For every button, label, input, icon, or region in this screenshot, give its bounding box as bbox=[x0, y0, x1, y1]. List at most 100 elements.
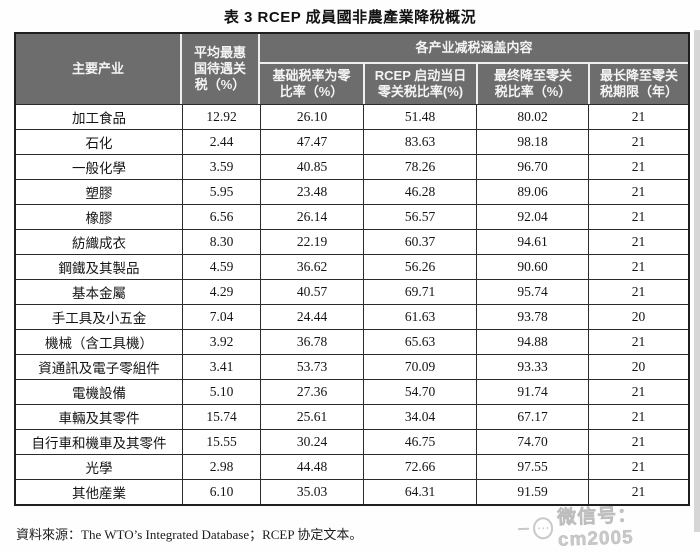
table-row: 機械（含工具機） 3.92 36.78 65.63 94.88 21 bbox=[16, 329, 689, 354]
value-cell: 15.55 bbox=[182, 429, 260, 454]
value-cell: 51.48 bbox=[363, 104, 476, 129]
value-cell: 2.44 bbox=[182, 129, 260, 154]
value-cell: 44.48 bbox=[260, 454, 363, 479]
value-cell: 56.57 bbox=[363, 204, 476, 229]
value-cell: 54.70 bbox=[363, 379, 476, 404]
value-cell: 26.14 bbox=[260, 204, 363, 229]
value-cell: 15.74 bbox=[182, 404, 260, 429]
industry-cell: 其他産業 bbox=[16, 479, 182, 504]
value-cell: 56.26 bbox=[363, 254, 476, 279]
watermark: ⋯ 微信号：cm2005 bbox=[517, 498, 700, 553]
value-cell: 93.78 bbox=[476, 304, 588, 329]
value-cell: 5.10 bbox=[182, 379, 260, 404]
value-cell: 40.85 bbox=[260, 154, 363, 179]
header-final-zero: 最终降至零关 税比率（%） bbox=[476, 64, 588, 104]
table-row: 自行車和機車及其零件 15.55 30.24 46.75 74.70 21 bbox=[16, 429, 689, 454]
header-mfn-avg-tariff: 平均最惠 国待遇关 税（%） bbox=[182, 34, 260, 104]
value-cell: 94.61 bbox=[476, 229, 588, 254]
value-cell: 21 bbox=[588, 154, 689, 179]
value-cell: 4.29 bbox=[182, 279, 260, 304]
page-edge-strip bbox=[694, 30, 700, 532]
value-cell: 3.41 bbox=[182, 354, 260, 379]
table-header: 主要产业 平均最惠 国待遇关 税（%） 各产业减税涵盖内容 基础税率为零 比率（… bbox=[16, 34, 689, 104]
value-cell: 21 bbox=[588, 279, 689, 304]
value-cell: 21 bbox=[588, 204, 689, 229]
table-row: 手工具及小五金 7.04 24.44 61.63 93.78 20 bbox=[16, 304, 689, 329]
value-cell: 78.26 bbox=[363, 154, 476, 179]
value-cell: 35.03 bbox=[260, 479, 363, 504]
value-cell: 2.98 bbox=[182, 454, 260, 479]
value-cell: 7.04 bbox=[182, 304, 260, 329]
value-cell: 53.73 bbox=[260, 354, 363, 379]
industry-cell: 鋼鐵及其製品 bbox=[16, 254, 182, 279]
industry-cell: 橡膠 bbox=[16, 204, 182, 229]
header-day-one-zero: RCEP 启动当日 零关税比率(%) bbox=[363, 64, 476, 104]
page-title: 表 3 RCEP 成員國非農產業降稅概況 bbox=[223, 9, 477, 26]
value-cell: 97.55 bbox=[476, 454, 588, 479]
header-base-rate-zero: 基础税率为零 比率（%） bbox=[260, 64, 363, 104]
industry-cell: 電機設備 bbox=[16, 379, 182, 404]
value-cell: 26.10 bbox=[260, 104, 363, 129]
tariff-table: 主要产业 平均最惠 国待遇关 税（%） 各产业减税涵盖内容 基础税率为零 比率（… bbox=[14, 32, 691, 506]
value-cell: 21 bbox=[588, 254, 689, 279]
value-cell: 98.18 bbox=[476, 129, 588, 154]
industry-cell: 加工食品 bbox=[16, 104, 182, 129]
value-cell: 70.09 bbox=[363, 354, 476, 379]
value-cell: 3.59 bbox=[182, 154, 260, 179]
value-cell: 83.63 bbox=[363, 129, 476, 154]
value-cell: 46.75 bbox=[363, 429, 476, 454]
industry-cell: 塑膠 bbox=[16, 179, 182, 204]
table-row: 紡織成衣 8.30 22.19 60.37 94.61 21 bbox=[16, 229, 689, 254]
industry-cell: 自行車和機車及其零件 bbox=[16, 429, 182, 454]
value-cell: 23.48 bbox=[260, 179, 363, 204]
value-cell: 21 bbox=[588, 429, 689, 454]
value-cell: 6.56 bbox=[182, 204, 260, 229]
value-cell: 20 bbox=[588, 304, 689, 329]
industry-cell: 資通訊及電子零組件 bbox=[16, 354, 182, 379]
value-cell: 46.28 bbox=[363, 179, 476, 204]
table-row: 基本金屬 4.29 40.57 69.71 95.74 21 bbox=[16, 279, 689, 304]
value-cell: 61.63 bbox=[363, 304, 476, 329]
value-cell: 21 bbox=[588, 229, 689, 254]
table-row: 橡膠 6.56 26.14 56.57 92.04 21 bbox=[16, 204, 689, 229]
industry-cell: 手工具及小五金 bbox=[16, 304, 182, 329]
value-cell: 25.61 bbox=[260, 404, 363, 429]
value-cell: 21 bbox=[588, 479, 689, 504]
value-cell: 36.78 bbox=[260, 329, 363, 354]
value-cell: 64.31 bbox=[363, 479, 476, 504]
value-cell: 91.74 bbox=[476, 379, 588, 404]
value-cell: 21 bbox=[588, 404, 689, 429]
value-cell: 34.04 bbox=[363, 404, 476, 429]
table-row: 加工食品 12.92 26.10 51.48 80.02 21 bbox=[16, 104, 689, 129]
table-row: 車輛及其零件 15.74 25.61 34.04 67.17 21 bbox=[16, 404, 689, 429]
value-cell: 4.59 bbox=[182, 254, 260, 279]
value-cell: 47.47 bbox=[260, 129, 363, 154]
value-cell: 94.88 bbox=[476, 329, 588, 354]
table-row: 一般化學 3.59 40.85 78.26 96.70 21 bbox=[16, 154, 689, 179]
wechat-account-badge-icon: ⋯ bbox=[532, 516, 554, 540]
header-max-years: 最长降至零关 税期限（年） bbox=[588, 64, 689, 104]
value-cell: 12.92 bbox=[182, 104, 260, 129]
table-row: 資通訊及電子零組件 3.41 53.73 70.09 93.33 20 bbox=[16, 354, 689, 379]
value-cell: 69.71 bbox=[363, 279, 476, 304]
value-cell: 20 bbox=[588, 354, 689, 379]
value-cell: 91.59 bbox=[476, 479, 588, 504]
value-cell: 67.17 bbox=[476, 404, 588, 429]
value-cell: 36.62 bbox=[260, 254, 363, 279]
value-cell: 65.63 bbox=[363, 329, 476, 354]
header-industry: 主要产业 bbox=[16, 34, 182, 104]
value-cell: 5.95 bbox=[182, 179, 260, 204]
industry-cell: 車輛及其零件 bbox=[16, 404, 182, 429]
industry-cell: 石化 bbox=[16, 129, 182, 154]
industry-cell: 紡織成衣 bbox=[16, 229, 182, 254]
value-cell: 90.60 bbox=[476, 254, 588, 279]
industry-cell: 機械（含工具機） bbox=[16, 329, 182, 354]
industry-cell: 一般化學 bbox=[16, 154, 182, 179]
value-cell: 21 bbox=[588, 104, 689, 129]
industry-cell: 基本金屬 bbox=[16, 279, 182, 304]
value-cell: 72.66 bbox=[363, 454, 476, 479]
table-row: 鋼鐵及其製品 4.59 36.62 56.26 90.60 21 bbox=[16, 254, 689, 279]
value-cell: 24.44 bbox=[260, 304, 363, 329]
value-cell: 6.10 bbox=[182, 479, 260, 504]
table-row: 光學 2.98 44.48 72.66 97.55 21 bbox=[16, 454, 689, 479]
